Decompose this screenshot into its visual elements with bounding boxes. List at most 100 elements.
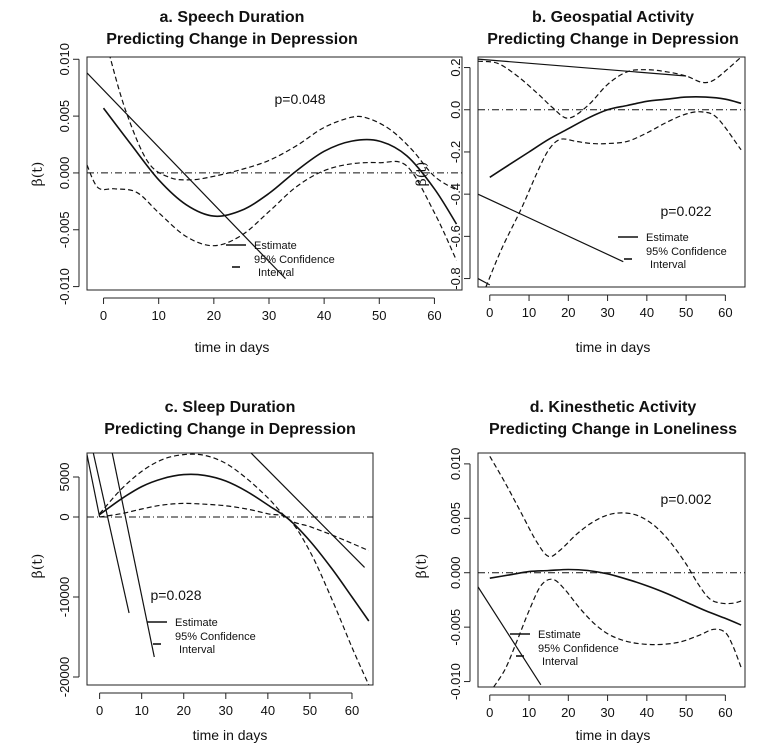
ci-lower-line — [485, 111, 742, 287]
straight-line — [87, 454, 101, 518]
y-tick-label: 5000 — [57, 463, 72, 492]
legend-ci-label-line-1: 95% Confidence — [254, 254, 335, 266]
plot-frame — [477, 56, 746, 288]
x-tick-label: 30 — [600, 705, 614, 720]
y-axis-label: β(t) — [414, 162, 430, 187]
x-tick-label: 10 — [151, 308, 165, 323]
plot-frame — [86, 56, 463, 291]
x-tick-label: 20 — [561, 705, 575, 720]
x-tick-label: 30 — [262, 308, 276, 323]
straight-line — [478, 278, 491, 286]
chart-title-line-2: Predicting Change in Depression — [487, 31, 739, 48]
legend-ci-label-line-1: 95% Confidence — [646, 246, 727, 258]
chart-title-line-2: Predicting Change in Depression — [106, 31, 358, 48]
ci-upper-line — [478, 57, 742, 119]
y-axis-label: β(t) — [414, 554, 430, 579]
y-tick-label: -10000 — [57, 577, 72, 617]
chart-panel-b: b. Geospatial Activity Predicting Change … — [414, 9, 746, 355]
y-tick-label: -0.005 — [448, 609, 463, 646]
plot-frame — [86, 452, 374, 686]
p-value-annotation: p=0.028 — [151, 587, 202, 603]
x-tick-label: 40 — [317, 308, 331, 323]
x-tick-label: 60 — [427, 308, 441, 323]
legend-ci-label-line-1: 95% Confidence — [538, 643, 619, 655]
y-tick-label: -0.010 — [57, 268, 72, 305]
chart-title-line-1: c. Sleep Duration — [165, 399, 296, 416]
y-tick-label: 0.2 — [448, 59, 463, 77]
x-tick-label: 0 — [486, 305, 493, 320]
x-axis-label: time in days — [195, 339, 270, 355]
p-value-annotation: p=0.002 — [661, 491, 712, 507]
y-tick-label: 0.010 — [57, 43, 72, 76]
plot-data — [87, 57, 462, 280]
plot-data — [478, 57, 745, 287]
y-tick-label: 0 — [57, 513, 72, 520]
y-tick-label: 0.005 — [57, 100, 72, 133]
straight-line — [478, 193, 624, 263]
x-tick-label: 0 — [100, 308, 107, 323]
ci-upper-line — [99, 453, 370, 552]
y-tick-label: 0.010 — [448, 448, 463, 481]
legend-ci-label-line-2: Interval — [650, 259, 686, 271]
estimate-line — [99, 473, 370, 622]
plot-data — [478, 455, 745, 687]
straight-line — [87, 72, 286, 280]
x-tick-label: 50 — [303, 703, 317, 718]
ci-lower-line — [493, 578, 742, 687]
y-tick-label: -0.010 — [448, 663, 463, 700]
p-value-annotation: p=0.022 — [661, 203, 712, 219]
estimate-line — [489, 568, 742, 626]
plot-frame — [477, 452, 746, 688]
y-tick-label: 0.000 — [57, 157, 72, 190]
x-tick-label: 60 — [718, 705, 732, 720]
straight-line — [92, 453, 130, 614]
chart-panel-c: c. Sleep Duration Predicting Change in De… — [30, 399, 374, 743]
y-axis-label: β(t) — [30, 162, 46, 187]
p-value-annotation: p=0.048 — [275, 91, 326, 107]
ci-upper-line — [109, 57, 457, 191]
y-tick-label: -20000 — [57, 657, 72, 697]
x-tick-label: 30 — [600, 305, 614, 320]
x-tick-label: 60 — [345, 703, 359, 718]
x-tick-label: 60 — [718, 305, 732, 320]
y-tick-label: 0.000 — [448, 556, 463, 589]
straight-line — [250, 453, 366, 568]
legend-ci-label-line-1: 95% Confidence — [175, 631, 256, 643]
y-tick-label: 0.005 — [448, 502, 463, 535]
chart-title-line-2: Predicting Change in Loneliness — [489, 421, 737, 438]
y-tick-label: -0.2 — [448, 141, 463, 163]
y-tick-label: 0.0 — [448, 101, 463, 119]
y-axis-label: β(t) — [30, 554, 46, 579]
legend-ci-label-line-2: Interval — [258, 267, 294, 279]
plot-data — [87, 453, 373, 685]
x-tick-label: 50 — [372, 308, 386, 323]
x-tick-label: 10 — [522, 705, 536, 720]
chart-title-line-1: d. Kinesthetic Activity — [530, 399, 697, 416]
ci-lower-line — [99, 502, 370, 685]
x-tick-label: 20 — [561, 305, 575, 320]
ci-upper-line — [489, 455, 742, 605]
x-axis-label: time in days — [576, 339, 651, 355]
x-tick-label: 40 — [640, 705, 654, 720]
x-tick-label: 50 — [679, 705, 693, 720]
y-tick-label: -0.6 — [448, 225, 463, 247]
y-tick-label: -0.8 — [448, 267, 463, 289]
legend-estimate-label: Estimate — [175, 617, 218, 629]
x-tick-label: 10 — [522, 305, 536, 320]
legend-ci-label-line-2: Interval — [542, 656, 578, 668]
straight-line — [111, 453, 155, 658]
x-tick-label: 50 — [679, 305, 693, 320]
legend-estimate-label: Estimate — [646, 232, 689, 244]
x-tick-label: 40 — [640, 305, 654, 320]
straight-line — [478, 58, 687, 77]
chart-title-line-1: a. Speech Duration — [160, 9, 305, 26]
chart-panel-d: d. Kinesthetic Activity Predicting Change… — [414, 399, 746, 743]
ci-lower-line — [87, 160, 458, 261]
x-tick-label: 10 — [134, 703, 148, 718]
x-axis-label: time in days — [193, 727, 268, 743]
x-tick-label: 20 — [177, 703, 191, 718]
estimate-line — [102, 107, 458, 225]
legend-estimate-label: Estimate — [254, 240, 297, 252]
x-tick-label: 0 — [486, 705, 493, 720]
